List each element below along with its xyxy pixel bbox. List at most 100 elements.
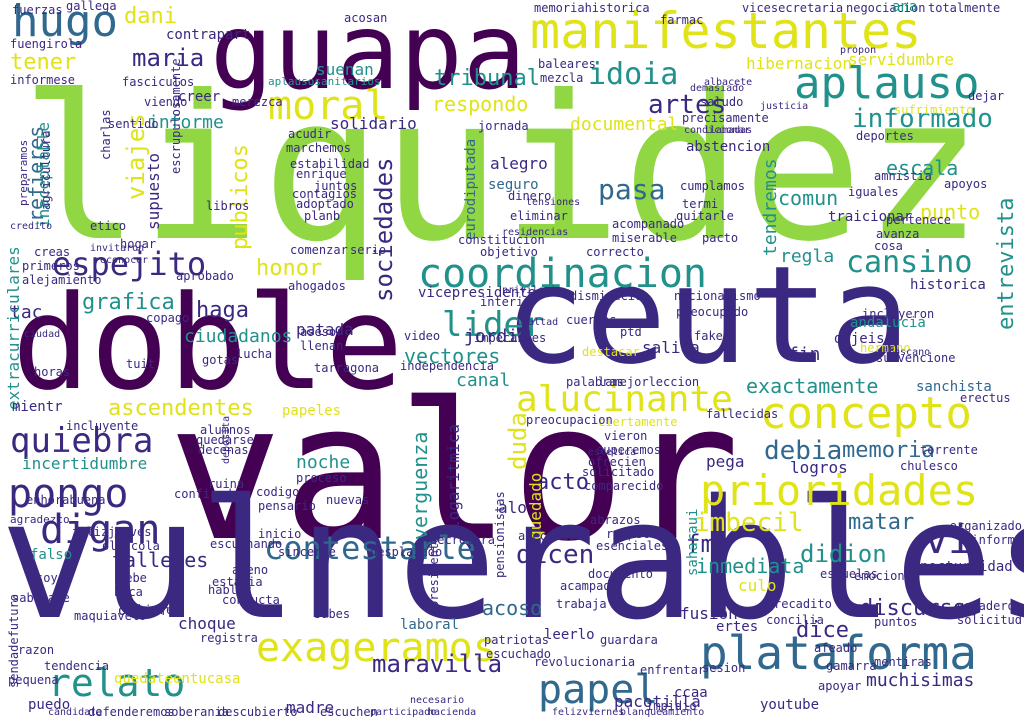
word-lamejorleccion: lamejorleccion — [598, 375, 700, 389]
word-albacete: albacete — [704, 77, 753, 88]
word-fuerzas: fuerzas — [12, 3, 63, 17]
word-idoia: idoia — [588, 57, 679, 92]
word-didion: didion — [800, 540, 887, 568]
word-fuengirola: fuengirola — [10, 37, 83, 51]
word-maquiavelo: maquiavelo — [74, 609, 147, 623]
word-solicitado: solicitado — [582, 465, 655, 479]
word-destacar: destacar — [582, 345, 640, 359]
word-justicia: justicia — [760, 101, 809, 112]
word-debia: debia — [764, 436, 843, 466]
word-alegro: alegro — [490, 154, 548, 173]
word-privilegio: privilegio — [502, 285, 563, 296]
word-youtube: youtube — [760, 697, 820, 713]
word-madre: madre — [286, 698, 335, 717]
word-incertidumbre: incertidumbre — [22, 454, 148, 473]
word-cosa: cosa — [874, 239, 903, 253]
word-ertes: ertes — [716, 619, 759, 635]
word-moral: moral — [268, 83, 389, 129]
word-contestarle: contestarle — [264, 529, 476, 567]
word-digan: digan — [40, 507, 161, 553]
word-deposita: deposita — [221, 415, 232, 464]
word-sociedades: sociedades — [370, 157, 398, 303]
word-farmac: farmac — [660, 13, 704, 27]
word-impecables: impecables — [474, 331, 547, 345]
word-ptd: ptd — [620, 325, 642, 339]
word-seguro: seguro — [488, 177, 539, 193]
word-aplauso: aplauso — [794, 58, 980, 109]
word-fake: fake — [694, 329, 723, 343]
word-propon: propon — [840, 45, 877, 56]
word-ccaa: ccaa — [674, 685, 708, 701]
word-totalmente: totalmente — [928, 1, 1001, 15]
word-saharaui: saharaui — [685, 508, 701, 576]
word-tac: tac — [10, 302, 43, 323]
word-acoso: acoso — [482, 596, 543, 620]
word-codigo: codigo — [256, 485, 300, 499]
word-valor: valor — [168, 362, 740, 583]
word-comun: comun — [778, 186, 839, 210]
word-necesario: necesario — [410, 695, 465, 706]
word-puedo: puedo — [28, 697, 71, 713]
word-fmi: fmi — [686, 530, 730, 558]
word-solicitud: solicitud — [956, 613, 1022, 627]
word-planb: planb — [304, 209, 341, 223]
word-juntos: juntos — [314, 179, 358, 193]
word-fusion: fusion — [680, 604, 738, 623]
word-informe: informe — [148, 112, 224, 133]
word-saludo: saludo — [700, 95, 744, 109]
word-serio: serio — [350, 243, 387, 257]
word-escuelas: escuelas — [820, 567, 878, 581]
word-pasa: pasa — [598, 173, 666, 206]
word-nocturnidad: nocturnidad — [920, 559, 1013, 575]
word-avanza: avanza — [876, 227, 920, 241]
word-hugo: hugo — [12, 0, 118, 47]
word-esenciales: esenciales — [596, 539, 669, 553]
word-soy: soy — [36, 571, 58, 585]
word-marchemos: marchemos — [286, 141, 352, 155]
word-agricultura: agricultura — [39, 130, 53, 210]
word-manifestantes: manifestantes — [530, 2, 922, 60]
word-acosan: acosan — [344, 11, 388, 25]
word-eliminar: eliminar — [510, 209, 568, 223]
word-adoptado: adoptado — [296, 197, 354, 211]
word-logaritmica: logaritmica — [444, 424, 463, 530]
word-solidario: solidario — [330, 114, 417, 133]
word-amnistia: amnistia — [874, 169, 932, 183]
word-acudir: acudir — [288, 127, 332, 141]
word-espejito: espejito — [52, 245, 207, 283]
word-alumnos: alumnos — [200, 423, 251, 437]
word-escuchado: escuchado — [486, 647, 552, 661]
word-conducta: conducta — [222, 593, 280, 607]
word-decenas: decenas — [198, 443, 249, 457]
word-pacto: pacto — [702, 231, 739, 245]
word-patada: patada — [296, 320, 354, 339]
word-ajeno: ajeno — [232, 563, 269, 577]
word-noche: noche — [296, 452, 351, 473]
word-subvencione: subvencione — [876, 351, 956, 365]
word-llenan: llenan — [300, 339, 344, 353]
word-ofrecien: ofrecien — [588, 455, 646, 469]
word-acompanado: acompanado — [612, 217, 685, 231]
word-lider: lider — [442, 305, 545, 345]
word-contagios: contagios — [292, 187, 358, 201]
word-razon: razon — [18, 643, 55, 657]
word-organizado: organizado — [949, 519, 1022, 533]
word-pensario: pensario — [258, 499, 316, 513]
word-inicio: inicio — [258, 527, 302, 541]
word-estetica: estetica — [588, 447, 637, 458]
word-enhorabuena: enhorabuena — [26, 493, 106, 507]
word-vieron: vieron — [604, 429, 648, 443]
word-reconocer: reconocer — [94, 255, 149, 266]
word-abrazos: abrazos — [590, 513, 641, 527]
word-ceuta: ceuta — [504, 237, 911, 394]
word-proceso: proceso — [296, 471, 347, 485]
word-alejamiento: alejamiento — [22, 273, 102, 287]
word-dejar: dejar — [968, 89, 1005, 103]
word-choque: choque — [178, 614, 236, 633]
word-quiebra: quiebra — [10, 421, 154, 461]
word-prioridades: prioridades — [700, 466, 979, 515]
word-doble: doble — [12, 267, 404, 419]
word-suenan: suenan — [316, 60, 374, 79]
word-ganaderos: ganaderos — [956, 599, 1022, 613]
word-enrique: enrique — [296, 167, 347, 181]
